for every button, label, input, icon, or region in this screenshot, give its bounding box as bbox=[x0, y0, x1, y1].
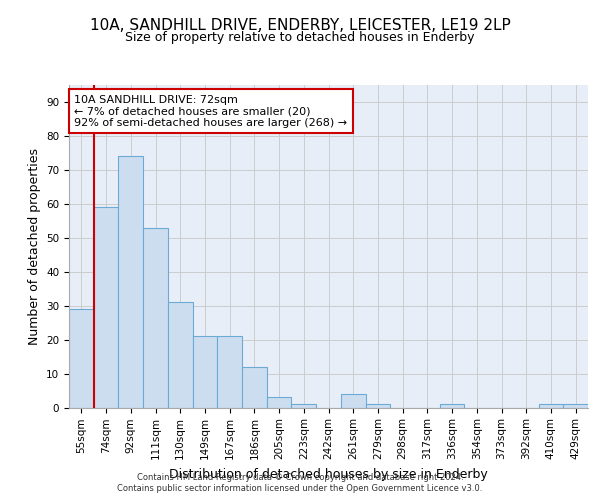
Text: 10A SANDHILL DRIVE: 72sqm
← 7% of detached houses are smaller (20)
92% of semi-d: 10A SANDHILL DRIVE: 72sqm ← 7% of detach… bbox=[74, 94, 347, 128]
Bar bbox=[563, 404, 588, 407]
Text: Contains HM Land Registry data © Crown copyright and database right 2024.: Contains HM Land Registry data © Crown c… bbox=[137, 472, 463, 482]
Bar bbox=[94, 207, 118, 408]
Bar bbox=[267, 398, 292, 407]
Text: 10A, SANDHILL DRIVE, ENDERBY, LEICESTER, LE19 2LP: 10A, SANDHILL DRIVE, ENDERBY, LEICESTER,… bbox=[89, 18, 511, 32]
Bar bbox=[193, 336, 217, 407]
Bar bbox=[69, 309, 94, 408]
Y-axis label: Number of detached properties: Number of detached properties bbox=[28, 148, 41, 345]
Bar bbox=[242, 367, 267, 408]
Bar bbox=[118, 156, 143, 408]
Bar bbox=[365, 404, 390, 407]
Bar bbox=[341, 394, 365, 407]
Text: Size of property relative to detached houses in Enderby: Size of property relative to detached ho… bbox=[125, 31, 475, 44]
Bar bbox=[143, 228, 168, 408]
Bar bbox=[539, 404, 563, 407]
Bar bbox=[217, 336, 242, 407]
X-axis label: Distribution of detached houses by size in Enderby: Distribution of detached houses by size … bbox=[169, 468, 488, 480]
Text: Contains public sector information licensed under the Open Government Licence v3: Contains public sector information licen… bbox=[118, 484, 482, 493]
Bar bbox=[292, 404, 316, 407]
Bar bbox=[440, 404, 464, 407]
Bar bbox=[168, 302, 193, 408]
